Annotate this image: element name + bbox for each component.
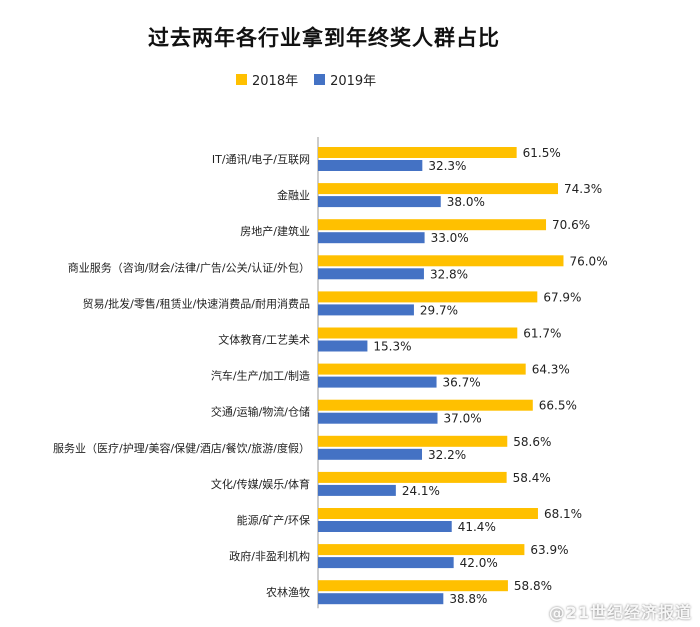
legend: 2018年 2019年 [236,70,392,89]
data-label-2019: 33.0% [431,231,469,245]
bar-2018 [318,471,507,483]
legend-swatch-2018 [236,74,247,85]
data-label-2019: 38.0% [447,195,485,209]
data-label-2019: 37.0% [444,412,482,426]
data-label-2019: 32.2% [428,448,466,462]
legend-item-2018: 2018年 [236,70,298,89]
bar-2019 [318,593,444,605]
data-label-2018: 61.5% [523,146,561,160]
bar-2018 [318,183,558,195]
bar-2019 [318,412,438,424]
data-label-2018: 64.3% [532,363,570,377]
data-label-2019: 36.7% [443,376,481,390]
data-label-2018: 58.4% [513,471,551,485]
bar-2018 [318,508,538,519]
category-label: 金融业 [277,188,310,202]
data-label-2019: 29.7% [420,303,458,317]
bar-2019 [318,268,424,280]
data-label-2018: 66.5% [539,399,577,413]
data-label-2018: 67.9% [543,290,581,304]
bar-2019 [318,340,368,352]
watermark-text: @21世纪经济报道 [548,603,692,622]
bar-2018 [318,291,538,303]
data-label-2019: 42.0% [460,556,498,570]
legend-item-2019: 2019年 [314,70,376,89]
data-label-2018: 74.3% [564,182,602,196]
bar-2018 [318,544,525,556]
category-label: 能源/矿产/环保 [237,513,310,527]
data-label-2018: 70.6% [552,218,590,232]
bar-2018 [318,147,517,158]
bar-2018 [318,327,518,339]
data-label-2018: 58.8% [514,579,552,593]
data-label-2018: 63.9% [530,543,568,557]
bar-2019 [318,196,441,208]
bar-2018 [318,219,547,231]
category-label: 政府/非盈利机构 [229,549,310,563]
data-label-2019: 15.3% [373,340,411,354]
legend-swatch-2019 [314,74,326,85]
bar-2019 [318,232,425,244]
category-label: 农林渔牧 [266,585,310,599]
data-label-2019: 41.4% [458,520,496,534]
data-label-2018: 76.0% [569,254,607,268]
category-label: 交通/运输/物流/仓储 [211,405,310,419]
data-label-2018: 61.7% [523,327,561,341]
bar-2019 [318,484,396,496]
bar-2019 [318,376,437,388]
category-label: IT/通讯/电子/互联网 [212,153,310,166]
bar-2019 [318,304,414,316]
category-label: 汽车/生产/加工/制造 [211,369,310,383]
category-label: 文体教育/工艺美术 [218,333,310,347]
category-label: 贸易/批发/零售/租赁业/快速消费品/耐用消费品 [82,296,310,310]
bar-2019 [318,160,423,171]
legend-label-2018: 2018年 [252,74,299,89]
bar-2018 [318,435,508,447]
bar-2018 [318,363,526,375]
bar-2018 [318,255,564,267]
category-label: 商业服务（咨询/财会/法律/广告/公关/认证/外包） [68,260,310,274]
bar-2018 [318,399,533,411]
legend-label-2019: 2019年 [330,74,377,89]
data-label-2019: 32.3% [428,159,466,173]
category-label: 房地产/建筑业 [240,224,310,238]
data-label-2018: 58.6% [513,435,551,449]
data-label-2018: 68.1% [544,507,582,521]
bar-2018 [318,580,508,592]
bar-2019 [318,448,423,460]
data-label-2019: 24.1% [402,484,440,498]
data-label-2019: 38.8% [449,592,487,606]
bar-2019 [318,521,452,532]
data-label-2019: 32.8% [430,267,468,281]
chart-title: 过去两年各行业拿到年终奖人群占比 [148,26,500,50]
bar-2019 [318,557,454,569]
category-label: 文化/传媒/娱乐/体育 [211,477,310,491]
category-label: 服务业（医疗/护理/美容/保健/酒店/餐饮/旅游/度假） [53,441,310,455]
